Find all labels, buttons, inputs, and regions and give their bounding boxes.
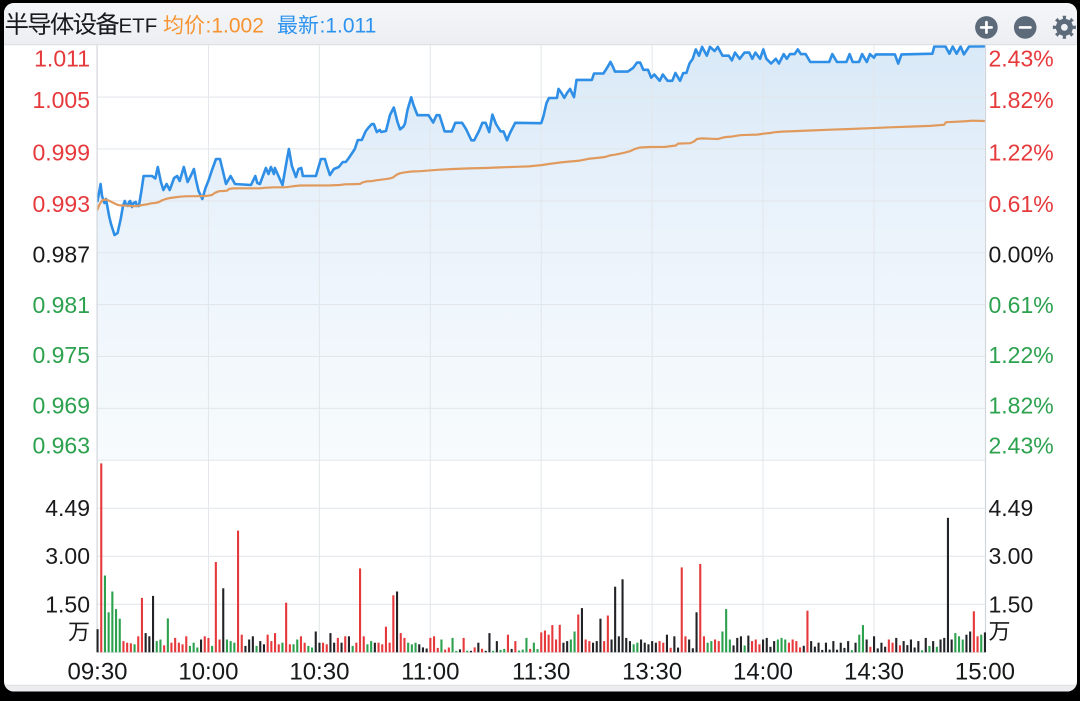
svg-text:0.969: 0.969 bbox=[32, 393, 90, 419]
svg-text:1.22%: 1.22% bbox=[989, 140, 1054, 166]
svg-text:0.987: 0.987 bbox=[32, 241, 90, 267]
svg-text:1.22%: 1.22% bbox=[989, 342, 1054, 368]
svg-text:0.975: 0.975 bbox=[32, 342, 90, 368]
svg-text::1.011: :1.011 bbox=[320, 15, 377, 38]
svg-text:10:00: 10:00 bbox=[178, 659, 238, 686]
svg-text:11:30: 11:30 bbox=[512, 659, 570, 686]
svg-text:1.011: 1.011 bbox=[34, 45, 90, 71]
svg-text:0.61%: 0.61% bbox=[989, 191, 1054, 217]
svg-text:ETF: ETF bbox=[119, 15, 158, 38]
svg-text:2.43%: 2.43% bbox=[989, 433, 1054, 459]
svg-text:0.963: 0.963 bbox=[32, 433, 90, 459]
svg-text:0.999: 0.999 bbox=[32, 140, 90, 166]
svg-text:14:00: 14:00 bbox=[733, 659, 793, 686]
svg-text:0.993: 0.993 bbox=[32, 191, 90, 217]
svg-text:10:30: 10:30 bbox=[289, 659, 349, 686]
svg-text::1.002: :1.002 bbox=[206, 15, 264, 38]
svg-text:0.981: 0.981 bbox=[32, 292, 90, 318]
svg-text:11:00: 11:00 bbox=[401, 659, 459, 686]
svg-text:1.005: 1.005 bbox=[32, 87, 90, 113]
svg-text:14:30: 14:30 bbox=[844, 659, 904, 686]
svg-text:3.00: 3.00 bbox=[45, 543, 90, 569]
svg-text:0.00%: 0.00% bbox=[989, 241, 1054, 267]
svg-text:0.61%: 0.61% bbox=[989, 292, 1054, 318]
svg-text:1.82%: 1.82% bbox=[989, 87, 1054, 113]
svg-text:4.49: 4.49 bbox=[989, 495, 1034, 521]
svg-text:1.50: 1.50 bbox=[989, 591, 1034, 617]
svg-text:3.00: 3.00 bbox=[989, 543, 1034, 569]
svg-text:13:30: 13:30 bbox=[622, 659, 682, 686]
svg-text:1.82%: 1.82% bbox=[989, 393, 1054, 419]
svg-text:1.50: 1.50 bbox=[45, 591, 90, 617]
svg-text:4.49: 4.49 bbox=[45, 495, 90, 521]
svg-text:2.43%: 2.43% bbox=[989, 45, 1054, 71]
svg-text:15:00: 15:00 bbox=[955, 659, 1015, 686]
svg-text:09:30: 09:30 bbox=[67, 659, 127, 686]
